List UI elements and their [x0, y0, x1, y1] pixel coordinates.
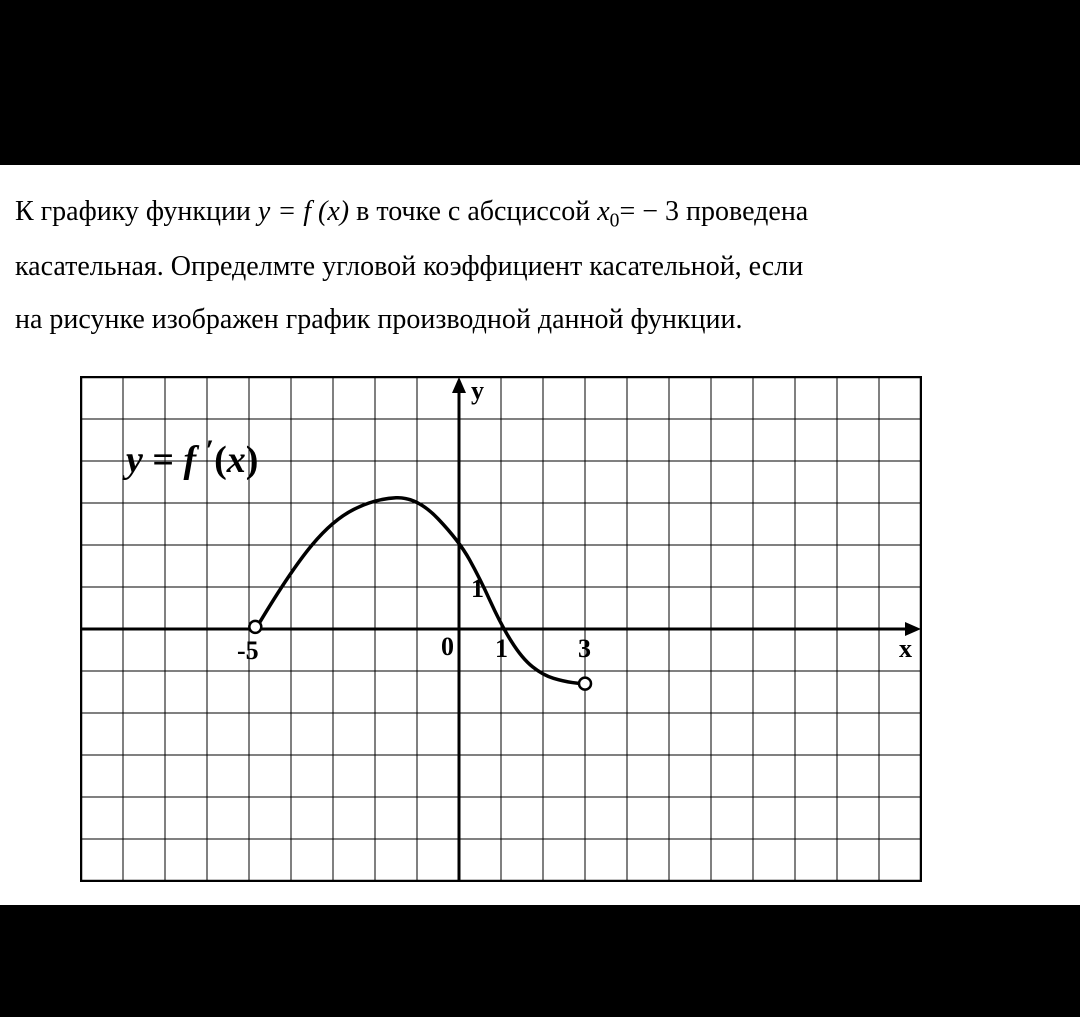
text-part: К графику функции [15, 196, 258, 227]
svg-text:1: 1 [471, 574, 484, 603]
svg-text:3: 3 [578, 634, 591, 663]
svg-text:x: x [899, 634, 912, 663]
text-line2: касательная. Определмте угловой коэффици… [15, 251, 803, 282]
problem-statement: К графику функции y = f (x) в точке с аб… [15, 185, 1065, 346]
svg-text:-5: -5 [237, 636, 259, 665]
text-part: = − 3 проведена [619, 196, 808, 227]
text-part: в точке с абсциссой [349, 196, 597, 227]
derivative-chart: yx011-53y = f ′(x) [80, 376, 1065, 882]
svg-text:1: 1 [495, 634, 508, 663]
function-notation: y = f (x) [258, 196, 349, 227]
text-line3: на рисунке изображен график производной … [15, 304, 742, 335]
chart-svg: yx011-53y = f ′(x) [80, 376, 922, 882]
svg-text:y: y [471, 376, 484, 405]
svg-text:0: 0 [441, 632, 454, 661]
subscript: 0 [610, 211, 620, 232]
svg-text:y = f ′(x): y = f ′(x) [122, 434, 258, 481]
content-panel: К графику функции y = f (x) в точке с аб… [0, 165, 1080, 905]
x-var: x [597, 196, 609, 227]
